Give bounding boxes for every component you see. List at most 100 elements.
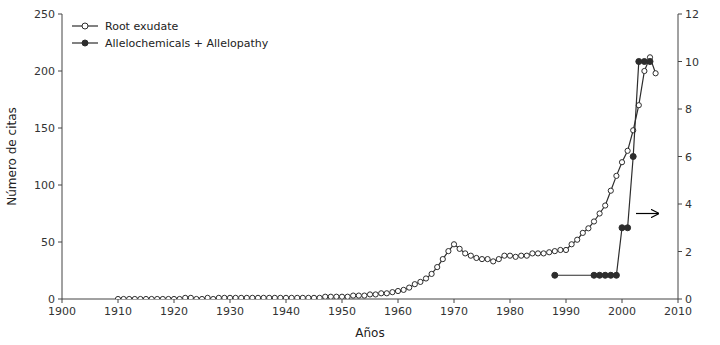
y2-tick-label: 2 bbox=[685, 246, 692, 259]
x-tick-label: 1910 bbox=[104, 305, 132, 318]
series-point bbox=[250, 295, 255, 299]
series-point bbox=[614, 173, 619, 178]
series-point bbox=[412, 282, 417, 287]
y2-tick bbox=[678, 204, 682, 205]
series-point bbox=[491, 259, 496, 264]
series-point bbox=[323, 294, 328, 299]
legend-label: Root exudate bbox=[105, 20, 179, 33]
y2-tick bbox=[678, 109, 682, 110]
y2-tick bbox=[678, 251, 682, 252]
series-line bbox=[118, 57, 656, 299]
series-point bbox=[597, 272, 603, 278]
series-point bbox=[541, 251, 546, 256]
series-point bbox=[395, 288, 400, 293]
series-point bbox=[367, 292, 372, 297]
series-point bbox=[547, 250, 552, 255]
series-point bbox=[356, 293, 361, 298]
series-point bbox=[138, 296, 143, 299]
series-point bbox=[653, 71, 658, 76]
series-point bbox=[580, 230, 585, 235]
series-point bbox=[177, 296, 182, 299]
chart: 1900191019201930194019501960197019801990… bbox=[0, 0, 720, 345]
series-point bbox=[267, 295, 272, 299]
series-point bbox=[563, 247, 568, 252]
series-point bbox=[127, 296, 132, 299]
series-point bbox=[194, 296, 199, 299]
y2-tick-label: 0 bbox=[685, 293, 692, 306]
y-tick bbox=[58, 185, 62, 186]
series-line bbox=[555, 62, 650, 276]
series-point bbox=[233, 295, 238, 299]
series-point bbox=[647, 59, 653, 65]
series-point bbox=[603, 203, 608, 208]
y-tick bbox=[58, 242, 62, 243]
x-tick bbox=[566, 299, 567, 303]
series-point bbox=[642, 68, 647, 73]
series-point bbox=[485, 257, 490, 262]
series-point bbox=[244, 295, 249, 299]
series-point bbox=[423, 276, 428, 281]
series-point bbox=[625, 148, 630, 153]
series-point bbox=[239, 295, 244, 299]
legend-marker bbox=[82, 23, 88, 29]
legend: Root exudate Allelochemicals + Allelopath… bbox=[72, 20, 269, 50]
series-point bbox=[306, 295, 311, 299]
series-point bbox=[613, 272, 619, 278]
series-point bbox=[334, 294, 339, 299]
series-point bbox=[479, 257, 484, 262]
x-tick-label: 1970 bbox=[440, 305, 468, 318]
series-point bbox=[345, 294, 350, 299]
series-point bbox=[496, 257, 501, 262]
series-point bbox=[227, 295, 232, 299]
series-point bbox=[362, 293, 367, 298]
series-point bbox=[575, 237, 580, 242]
series-point bbox=[255, 295, 260, 299]
x-axis-label: Años bbox=[355, 326, 384, 340]
series-point bbox=[407, 285, 412, 290]
legend-marker bbox=[82, 40, 88, 46]
y-tick-label: 150 bbox=[34, 122, 55, 135]
y-tick-label: 0 bbox=[48, 293, 55, 306]
y-tick bbox=[58, 299, 62, 300]
series-point bbox=[608, 272, 614, 278]
series-point bbox=[474, 255, 479, 260]
series-point bbox=[524, 253, 529, 258]
series-point bbox=[457, 246, 462, 251]
y-tick bbox=[58, 71, 62, 72]
x-tick bbox=[454, 299, 455, 303]
annotation-arrow bbox=[636, 213, 658, 214]
y2-tick-label: 8 bbox=[685, 103, 692, 116]
x-tick-label: 1950 bbox=[328, 305, 356, 318]
x-tick bbox=[230, 299, 231, 303]
x-tick bbox=[62, 299, 63, 303]
x-tick-label: 2000 bbox=[608, 305, 636, 318]
series-point bbox=[636, 59, 642, 65]
series-point bbox=[390, 290, 395, 295]
series-point bbox=[608, 188, 613, 193]
legend-label: Allelochemicals + Allelopathy bbox=[105, 37, 269, 50]
y-tick-label: 50 bbox=[41, 236, 55, 249]
x-tick-label: 1940 bbox=[272, 305, 300, 318]
series-point bbox=[166, 296, 171, 299]
x-tick bbox=[398, 299, 399, 303]
series-point bbox=[121, 296, 126, 299]
series-point bbox=[188, 295, 193, 299]
series-point bbox=[351, 293, 356, 298]
series-point bbox=[155, 296, 160, 299]
y2-tick-label: 6 bbox=[685, 151, 692, 164]
x-tick-label: 1900 bbox=[48, 305, 76, 318]
series-point bbox=[183, 295, 188, 299]
x-tick bbox=[174, 299, 175, 303]
series-point bbox=[311, 295, 316, 299]
series-point bbox=[272, 295, 277, 299]
series-point bbox=[401, 287, 406, 292]
series-point bbox=[278, 295, 283, 299]
x-tick-label: 1980 bbox=[496, 305, 524, 318]
series-point bbox=[384, 291, 389, 296]
y2-tick bbox=[678, 299, 682, 300]
series-point bbox=[339, 294, 344, 299]
y2-tick-label: 10 bbox=[685, 56, 699, 69]
series-point bbox=[451, 242, 456, 247]
series-point bbox=[552, 249, 557, 254]
series-point bbox=[143, 296, 148, 299]
